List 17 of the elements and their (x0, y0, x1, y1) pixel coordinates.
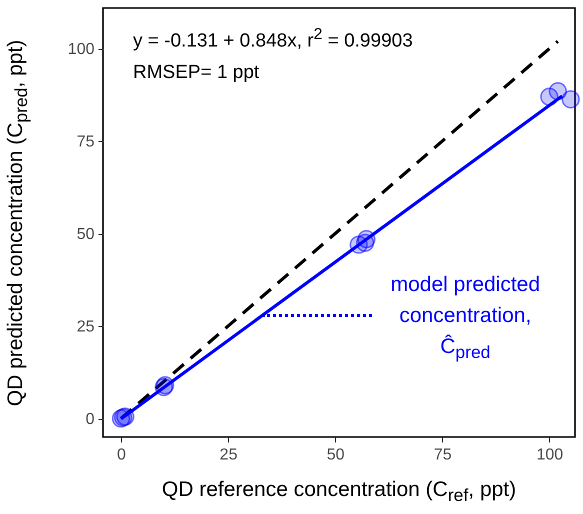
point (548, 82, 567, 100)
annotation: RMSEP= 1 ppt (133, 62, 260, 84)
annotation: y = -0.131 + 0.848x, r$^{2}$ = 0.99903 (133, 26, 413, 52)
x-tick-label: 25 (220, 446, 238, 464)
x-tick-label: 50 (326, 446, 345, 464)
y-tick-label: 50 (76, 226, 95, 244)
y-tick-label: 100 (68, 41, 95, 58)
x-tick-label: 75 (434, 446, 452, 464)
y-tick-label: 0 (86, 411, 95, 428)
y-tick-label: 75 (76, 134, 95, 151)
x-tick-label: 100 (536, 446, 564, 464)
x-axis-title: QD reference concentration (C$_{ref}$, ppt) (162, 478, 516, 506)
x-tick-label: 0 (117, 446, 126, 464)
annotation: model predicted concentration, Ĉ$_{pred}$ (390, 272, 542, 364)
point (562, 90, 580, 108)
point (357, 230, 376, 248)
y-tick-label: 25 (76, 318, 95, 336)
